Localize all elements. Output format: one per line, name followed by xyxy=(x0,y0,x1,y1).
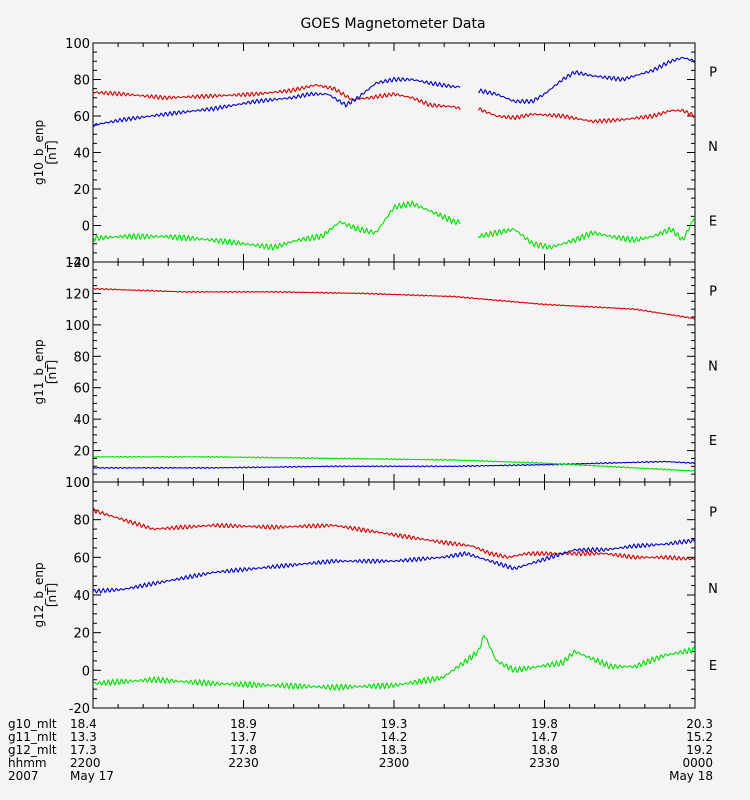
series-line-e xyxy=(477,216,695,250)
series-line-p xyxy=(93,507,695,561)
y-tick-label: 0 xyxy=(82,220,90,235)
footer-value: 14.2 xyxy=(381,730,408,744)
panel-3: -20 0 20 40 60 80 100 g12_b_enp [nT] P N E xyxy=(32,476,718,717)
y-axis-label: g12_b_enp xyxy=(32,562,46,627)
channel-label-e: E xyxy=(709,434,717,449)
footer-row-label: 2007 xyxy=(8,769,39,783)
channel-label-n: N xyxy=(708,140,718,155)
y-tick-label: 80 xyxy=(73,74,90,89)
y-tick-label: 20 xyxy=(73,627,90,642)
y-tick-label: 40 xyxy=(73,147,90,162)
y-tick-label: 140 xyxy=(65,256,90,271)
footer-value: 18.9 xyxy=(230,717,257,731)
series-line-p xyxy=(477,107,695,124)
y-axis-label: g10_b_enp xyxy=(32,120,46,185)
y-tick-label: 20 xyxy=(73,445,90,460)
footer-row-label: g12_mlt xyxy=(8,743,57,757)
footer-value: 18.3 xyxy=(381,743,408,757)
footer-value: 20.3 xyxy=(686,717,713,731)
footer-value: 0000 xyxy=(682,756,713,770)
y-tick-label: 40 xyxy=(73,413,90,428)
series-line-e xyxy=(93,634,695,692)
footer-value: 19.2 xyxy=(686,743,713,757)
y-axis-unit: [nT] xyxy=(45,583,59,607)
panel-1: -20 0 20 40 60 80 100 g10_b_enp [nT] P N E xyxy=(32,37,718,271)
series-line-n xyxy=(93,76,461,128)
y-tick-label: 60 xyxy=(73,110,90,125)
footer-value: 15.2 xyxy=(686,730,713,744)
footer-value: 18.8 xyxy=(531,743,558,757)
y-tick-label: 120 xyxy=(65,287,90,302)
series-line-n xyxy=(477,56,695,105)
y-tick-label: 60 xyxy=(73,551,90,566)
footer-value: 2300 xyxy=(379,756,410,770)
y-tick-label: 100 xyxy=(65,319,90,334)
footer-row-label: g11_mlt xyxy=(8,730,57,744)
footer-value: 13.7 xyxy=(230,730,257,744)
footer-value: May 18 xyxy=(669,769,713,783)
channel-label-e: E xyxy=(709,214,717,229)
y-tick-label: 60 xyxy=(73,382,90,397)
series-line-n xyxy=(93,538,695,594)
y-tick-label: -20 xyxy=(69,256,90,271)
footer-value: 19.8 xyxy=(531,717,558,731)
y-axis-label: g11_b_enp xyxy=(32,339,46,404)
y-tick-label: 20 xyxy=(73,183,90,198)
channel-label-p: P xyxy=(709,65,717,80)
footer-value: 17.8 xyxy=(230,743,257,757)
footer-value: 14.7 xyxy=(531,730,558,744)
y-tick-label: 0 xyxy=(82,664,90,679)
series-line-e xyxy=(93,455,695,472)
y-tick-label: 100 xyxy=(65,476,90,491)
y-tick-label: 80 xyxy=(73,514,90,529)
footer-value: May 17 xyxy=(70,769,114,783)
footer-row-label: g10_mlt xyxy=(8,717,57,731)
series-line-p xyxy=(93,84,461,111)
footer-value: 17.3 xyxy=(70,743,97,757)
footer-value: 13.3 xyxy=(70,730,97,744)
y-tick-label: -20 xyxy=(69,702,90,717)
footer-row-label: hhmm xyxy=(8,756,47,770)
footer-value: 2330 xyxy=(529,756,560,770)
channel-label-e: E xyxy=(709,659,717,674)
y-tick-label: 80 xyxy=(73,350,90,365)
footer-value: 19.3 xyxy=(381,717,408,731)
series-line-n xyxy=(93,460,695,470)
series-line-e xyxy=(93,200,461,251)
chart-title: GOES Magnetometer Data xyxy=(300,16,485,32)
channel-label-p: P xyxy=(709,505,717,520)
y-tick-label: 0 xyxy=(82,476,90,491)
y-tick-label: 100 xyxy=(65,37,90,52)
channel-label-p: P xyxy=(709,285,717,300)
y-tick-label: 40 xyxy=(73,589,90,604)
footer-value: 18.4 xyxy=(70,717,97,731)
channel-label-n: N xyxy=(708,359,718,374)
panel-2: 0 20 40 60 80 100 120 140 g11_b_enp [nT] P N E xyxy=(32,256,718,491)
y-axis-unit: [nT] xyxy=(45,360,59,384)
footer-value: 2200 xyxy=(70,756,101,770)
channel-label-n: N xyxy=(708,582,718,597)
series-line-p xyxy=(93,287,695,320)
y-axis-unit: [nT] xyxy=(45,140,59,164)
footer-value: 2230 xyxy=(228,756,259,770)
